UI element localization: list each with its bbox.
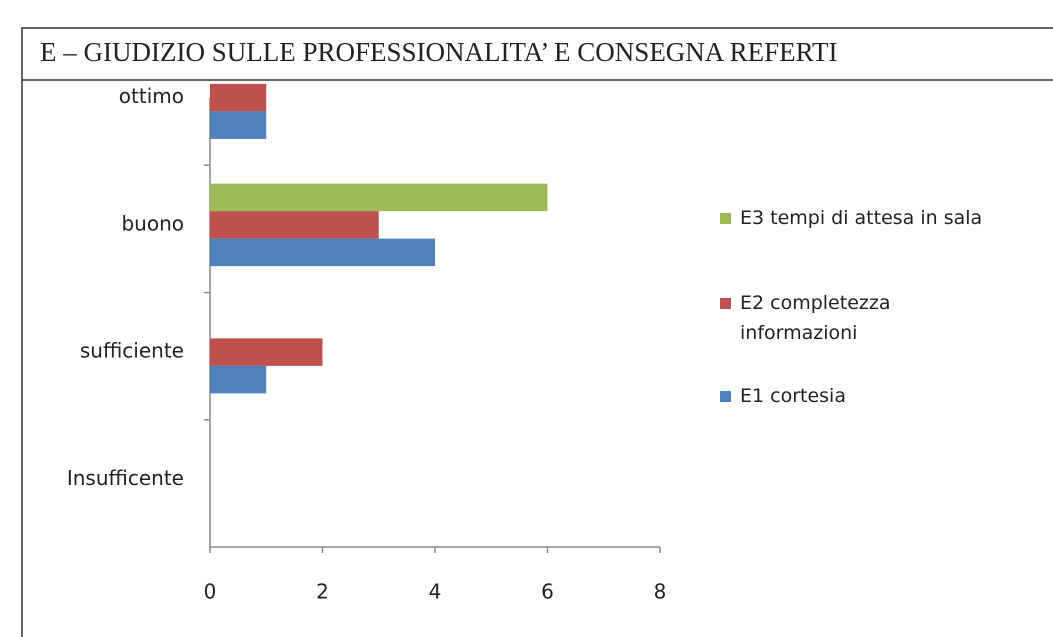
y-tick-label: Insufficente xyxy=(67,466,184,490)
chart-title: E – GIUDIZIO SULLE PROFESSIONALITA’ E CO… xyxy=(40,37,837,67)
bar xyxy=(210,211,379,239)
bar xyxy=(210,111,267,139)
y-tick-label: buono xyxy=(121,211,184,235)
x-tick-label: 6 xyxy=(541,580,554,604)
x-tick-label: 8 xyxy=(654,580,667,604)
x-tick-label: 4 xyxy=(429,580,442,604)
bar xyxy=(210,83,267,112)
legend-label: E3 tempi di attesa in sala xyxy=(740,207,983,229)
legend-swatch xyxy=(720,298,731,309)
x-tick-label: 0 xyxy=(204,580,217,604)
y-tick-label: ottimo xyxy=(119,84,184,108)
legend-label: E2 completezza informazioni xyxy=(740,292,891,344)
bar xyxy=(210,238,435,267)
bar xyxy=(210,183,548,212)
title-box xyxy=(21,27,1053,81)
bar xyxy=(210,338,323,366)
y-tick-label: sufficiente xyxy=(80,339,184,363)
bar xyxy=(210,365,267,394)
x-tick-label: 2 xyxy=(316,580,329,604)
legend-swatch xyxy=(720,391,731,402)
legend-swatch xyxy=(720,213,731,224)
legend-label: E1 cortesia xyxy=(740,385,846,407)
